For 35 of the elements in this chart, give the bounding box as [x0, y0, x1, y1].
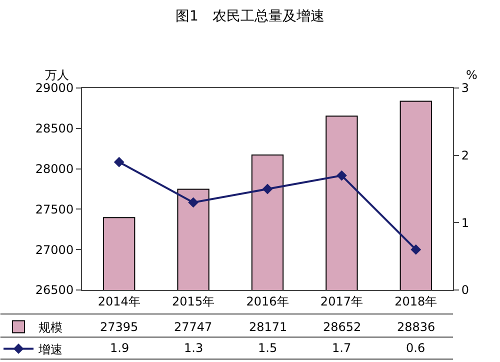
- x-tick-label: 2017年: [320, 294, 363, 308]
- y-tick-label: 27000: [35, 242, 74, 257]
- y-axis-title: 万人: [45, 68, 69, 82]
- data-label: 1.7: [332, 341, 352, 355]
- y-tick-label: 26500: [35, 283, 74, 298]
- y2-tick-label: 2: [461, 148, 470, 163]
- point: [114, 156, 124, 168]
- x-tick-label: 2016年: [246, 294, 289, 308]
- y-tick-label: 27500: [35, 202, 74, 216]
- point: [188, 197, 198, 208]
- x-tick-label: 2015年: [172, 294, 215, 308]
- data-label: 28836: [397, 320, 436, 334]
- point: [410, 244, 422, 255]
- data-label: 1.3: [184, 341, 204, 355]
- x-tick-label: 2018年: [394, 294, 438, 308]
- data-label: 28171: [249, 320, 288, 334]
- y2-tick-label: 1: [461, 216, 470, 230]
- y2-tick-label: 0: [461, 283, 470, 298]
- y-tick-label: 28000: [35, 162, 74, 176]
- y2-tick-label: 3: [461, 81, 470, 96]
- data-label: 27395: [100, 320, 138, 334]
- point: [336, 170, 347, 181]
- legend-label: 增速: [38, 342, 63, 356]
- data-label: 1.9: [110, 341, 130, 355]
- data-label: 1.5: [258, 341, 278, 355]
- y-tick-label: 29000: [35, 81, 74, 96]
- legend-label: 规模: [38, 320, 63, 334]
- y-tick-label: 28500: [35, 122, 74, 136]
- point: [262, 184, 273, 194]
- y2-axis-title: %: [466, 68, 478, 82]
- data-label: 28652: [323, 320, 362, 334]
- data-label: 27747: [174, 320, 212, 334]
- chart-title: 图1 农民工总量及增速: [176, 8, 324, 25]
- data-label: 0.6: [406, 341, 426, 355]
- x-tick-label: 2014年: [98, 294, 140, 308]
